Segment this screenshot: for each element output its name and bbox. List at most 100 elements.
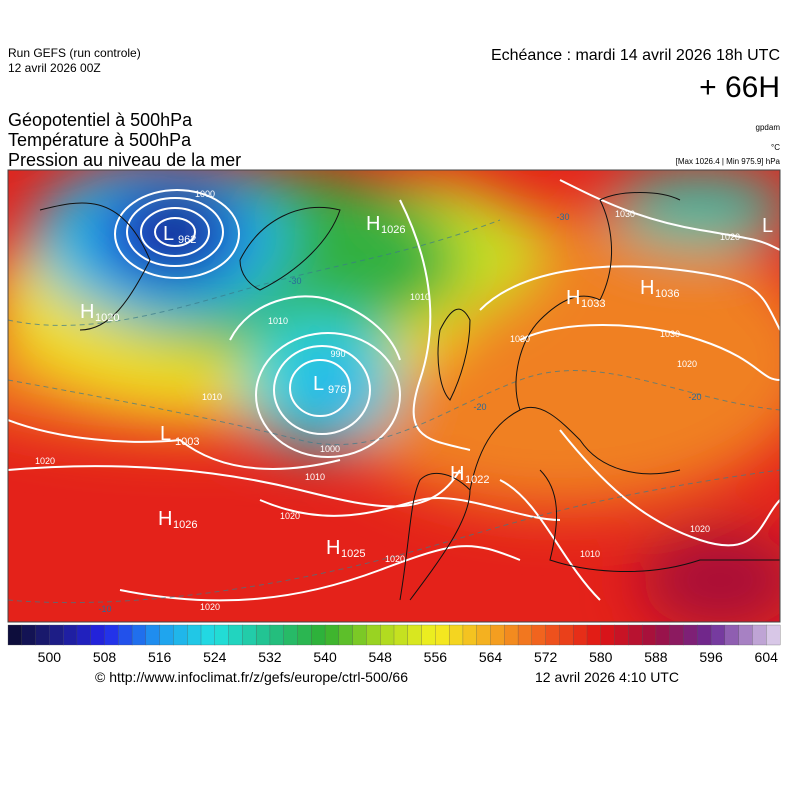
colorbar-cell xyxy=(752,624,767,646)
isobar-label: 1010 xyxy=(410,292,430,302)
center-letter: H xyxy=(158,508,172,530)
center-value: 1020 xyxy=(95,312,119,324)
colorbar-tick-label: 564 xyxy=(479,649,503,665)
isobar-label: 990 xyxy=(330,349,345,359)
field-label: Température à 500hPa xyxy=(8,130,192,150)
colorbar-cell xyxy=(311,624,326,646)
isobar-label: 1020 xyxy=(385,554,405,564)
isobar-label: 1010 xyxy=(202,392,222,402)
field-label: Géopotentiel à 500hPa xyxy=(8,110,193,130)
isotherm-label: -10 xyxy=(98,604,111,614)
run-label: Run GEFS (run controle) xyxy=(8,46,141,60)
colorbar-tick-label: 524 xyxy=(203,649,227,665)
isotherm-label: -30 xyxy=(556,212,569,222)
colorbar-cell xyxy=(641,624,657,646)
colorbar-cell xyxy=(118,624,133,646)
lead-time: + 66H xyxy=(699,71,780,104)
isotherm-label: -20 xyxy=(473,402,486,412)
colorbar-cell xyxy=(352,624,367,646)
field-label: Pression au niveau de la mer xyxy=(8,150,241,170)
center-value: 1003 xyxy=(175,436,199,448)
colorbar-tick-label: 580 xyxy=(589,649,613,665)
center-letter: H xyxy=(366,213,380,235)
colorbar-cell xyxy=(255,624,271,646)
center-value: 976 xyxy=(328,384,346,396)
center-letter: H xyxy=(326,537,340,559)
colorbar-cell xyxy=(393,624,409,646)
run-date: 12 avril 2026 00Z xyxy=(8,61,101,75)
isobar-label: 1030 xyxy=(510,334,530,344)
colorbar-tick-label: 604 xyxy=(755,649,779,665)
colorbar-cell xyxy=(738,624,753,646)
colorbar-cell xyxy=(559,624,574,646)
source-credit: © http://www.infoclimat.fr/z/gefs/europe… xyxy=(95,669,408,685)
colorbar-cell xyxy=(517,624,533,646)
colorbar-cell xyxy=(448,624,464,646)
center-value: 1036 xyxy=(655,288,679,300)
center-value: 1026 xyxy=(173,519,197,531)
valid-time: Echéance : mardi 14 avril 2026 18h UTC xyxy=(491,47,780,64)
isobar-label: 1020 xyxy=(200,602,220,612)
center-letter: H xyxy=(80,301,94,323)
colorbar-cell xyxy=(476,624,491,646)
center-value: 1026 xyxy=(381,224,405,236)
center-letter: L xyxy=(313,373,324,395)
colorbar: 500 508 516 524 532 540 548 556 564 572 580 588 596 6… xyxy=(7,624,781,665)
colorbar-cell xyxy=(380,624,395,646)
colorbar-cell xyxy=(324,624,340,646)
colorbar-cell xyxy=(187,624,202,646)
colorbar-cell xyxy=(407,624,423,646)
colorbar-cell xyxy=(145,624,161,646)
isobar-label: 1030 xyxy=(615,209,635,219)
colorbar-cell xyxy=(586,624,602,646)
isobars xyxy=(8,179,780,602)
colorbar-cell xyxy=(76,624,92,646)
center-value: 1025 xyxy=(341,548,365,560)
isobar-labels: 1000 990 1000 1010 1010 1020 1020 1020 1… xyxy=(35,189,740,612)
colorbar-cell xyxy=(435,624,450,646)
colorbar-cell xyxy=(766,624,781,646)
colorbar-cell xyxy=(628,624,643,646)
colorbar-tick-label: 548 xyxy=(369,649,393,665)
center-letter: H xyxy=(450,463,464,485)
unit-label: gpdam xyxy=(756,123,781,132)
isotherm-label: -20 xyxy=(688,392,701,402)
coastlines xyxy=(39,192,780,601)
colorbar-tick-label: 508 xyxy=(93,649,117,665)
isobar-label: 1010 xyxy=(268,316,288,326)
isobar-label: 1030 xyxy=(660,329,680,339)
isotherms xyxy=(8,219,780,604)
colorbar-cell xyxy=(242,624,257,646)
colorbar-tick-label: 572 xyxy=(534,649,558,665)
center-value: 1033 xyxy=(581,298,605,310)
isobar-label: 1020 xyxy=(677,359,697,369)
isobar-label: 1020 xyxy=(280,511,300,521)
colorbar-cell xyxy=(573,624,588,646)
colorbar-cell xyxy=(338,624,354,646)
center-labels: L 962 H 1026 H 1020 L 976 L 1003 H 1026 … xyxy=(80,213,773,560)
colorbar-tick-label: 588 xyxy=(644,649,668,665)
colorbar-cell xyxy=(90,624,105,646)
center-letter: H xyxy=(566,287,580,309)
colorbar-tick-label: 516 xyxy=(148,649,172,665)
colorbar-tick-label: 556 xyxy=(424,649,448,665)
colorbar-cell xyxy=(710,624,726,646)
colorbar-cell xyxy=(462,624,478,646)
center-letter: H xyxy=(640,277,654,299)
colorbar-cell xyxy=(614,624,629,646)
colorbar-cell xyxy=(683,624,698,646)
pressure-range: [Max 1026.4 | Min 975.9] hPa xyxy=(676,157,781,166)
colorbar-cell xyxy=(62,624,78,646)
colorbar-cell xyxy=(228,624,243,646)
colorbar-cell xyxy=(669,624,684,646)
colorbar-cell xyxy=(655,624,671,646)
colorbar-cell xyxy=(297,624,312,646)
colorbar-cell xyxy=(504,624,519,646)
colorbar-cell xyxy=(200,624,216,646)
colorbar-cell xyxy=(159,624,174,646)
center-letter: L xyxy=(163,223,174,245)
colorbar-cell xyxy=(545,624,560,646)
center-value: 962 xyxy=(178,234,196,246)
